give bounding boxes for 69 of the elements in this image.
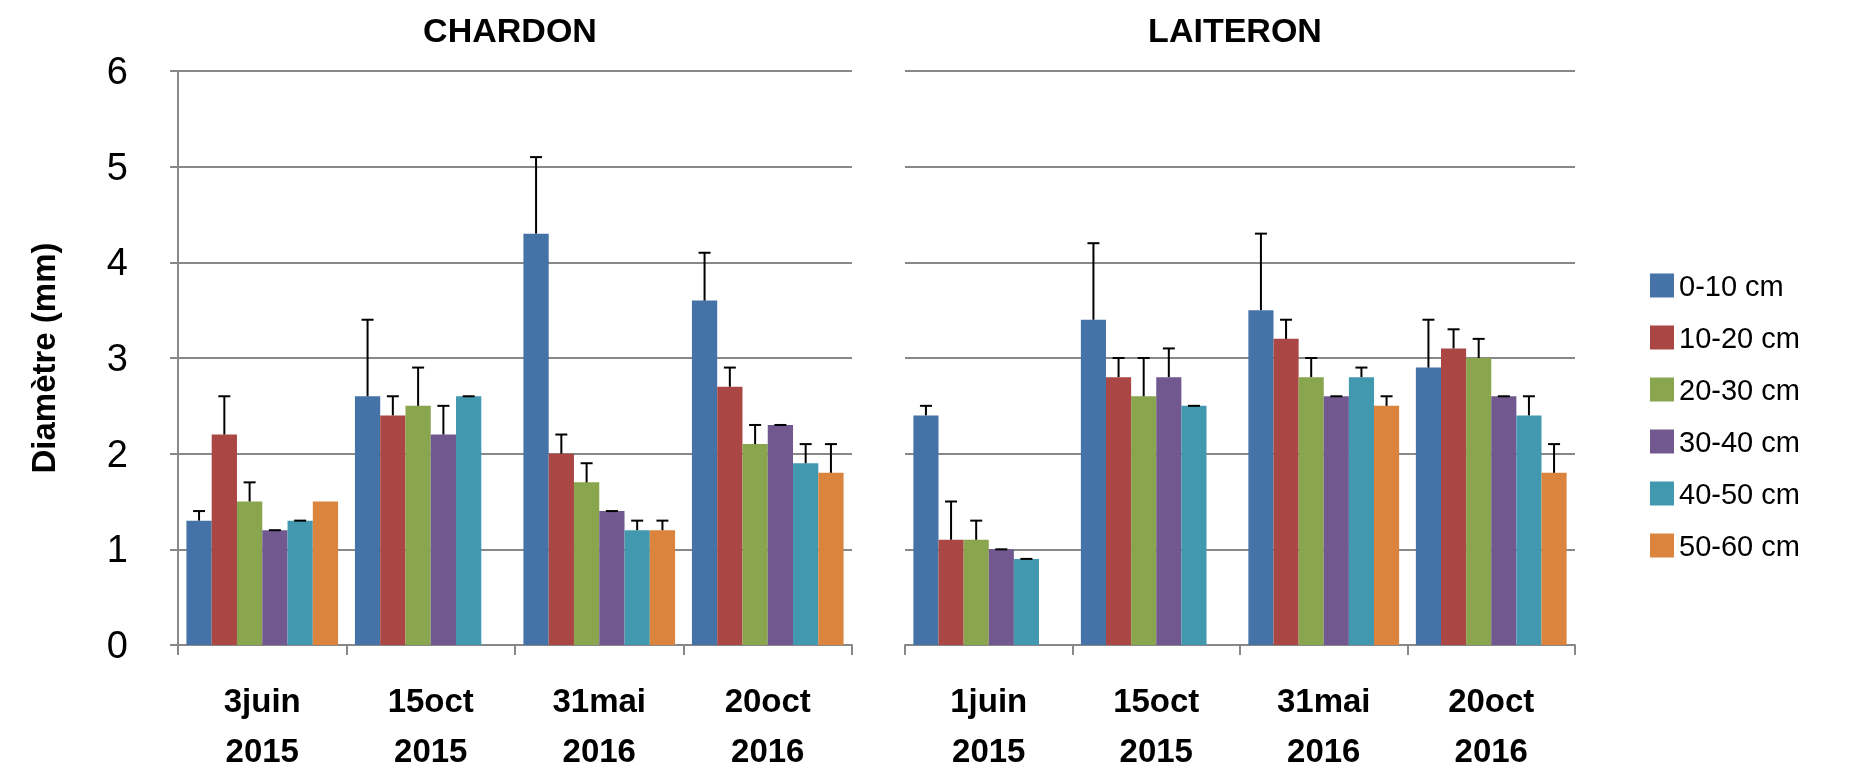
chart-title: CHARDON [423,11,597,49]
legend-label: 20-30 cm [1679,373,1800,406]
bar [624,530,650,645]
legend-label: 10-20 cm [1679,321,1800,354]
bar [1156,377,1182,645]
bar [354,396,381,645]
x-tick-label: 15oct 2015 [1113,681,1200,769]
bar [430,434,457,645]
bar [1491,396,1517,645]
bar [186,520,212,645]
bar [262,530,288,645]
bar [938,539,964,645]
bar [1516,415,1542,645]
bar [1080,319,1106,645]
bar [1298,377,1324,645]
bar [691,300,718,645]
legend-label: 0-10 cm [1679,269,1784,302]
bar [380,415,406,645]
bar [1131,396,1157,645]
bar [717,386,743,645]
y-tick-label: 0 [106,624,128,666]
bar [1013,558,1039,645]
y-tick-label: 3 [106,337,128,379]
bar [1466,358,1492,645]
bar [573,482,600,645]
bar [913,415,939,645]
bar [818,472,844,645]
bar [649,530,676,645]
bar [963,539,989,645]
y-tick-label: 1 [106,528,128,571]
bar [236,501,263,645]
y-tick-label: 5 [106,145,128,188]
y-tick-label: 6 [106,50,128,92]
legend-label: 50-60 cm [1679,529,1800,562]
bar [1181,405,1207,645]
x-tick-label: 31mai 2016 [1276,681,1371,769]
bar [1106,377,1132,645]
bar [1415,367,1441,645]
bar [287,520,313,645]
legend-label: 40-50 cm [1679,477,1800,510]
bar [793,463,819,645]
bar [988,549,1014,645]
y-tick-label: 2 [106,432,128,475]
bar [599,511,625,645]
x-tick-label: 1juin 2015 [950,681,1028,769]
bar [1323,396,1349,645]
bar [548,453,574,645]
y-axis-title: Diamètre (mm) [25,242,62,474]
x-tick-label: 20oct 2016 [1448,681,1535,769]
x-tick-label: 20oct 2016 [724,681,811,769]
bar [742,444,768,645]
x-tick-label: 15oct 2015 [387,681,474,769]
bar [312,501,339,645]
bar [1541,472,1567,645]
bar [1248,310,1274,645]
legend-label: 30-40 cm [1679,425,1800,458]
x-tick-label: 3juin 2015 [223,681,301,769]
bar [523,233,549,645]
bar [767,424,794,645]
bar [1374,405,1400,645]
y-tick-label: 4 [106,241,128,284]
bar [456,396,482,645]
bar [405,405,431,645]
x-tick-label: 31mai 2016 [552,681,647,769]
chart-title: LAITERON [1148,11,1322,49]
bar [1348,377,1374,645]
bar [211,434,237,645]
bar [1441,348,1467,645]
bar [1273,338,1299,645]
